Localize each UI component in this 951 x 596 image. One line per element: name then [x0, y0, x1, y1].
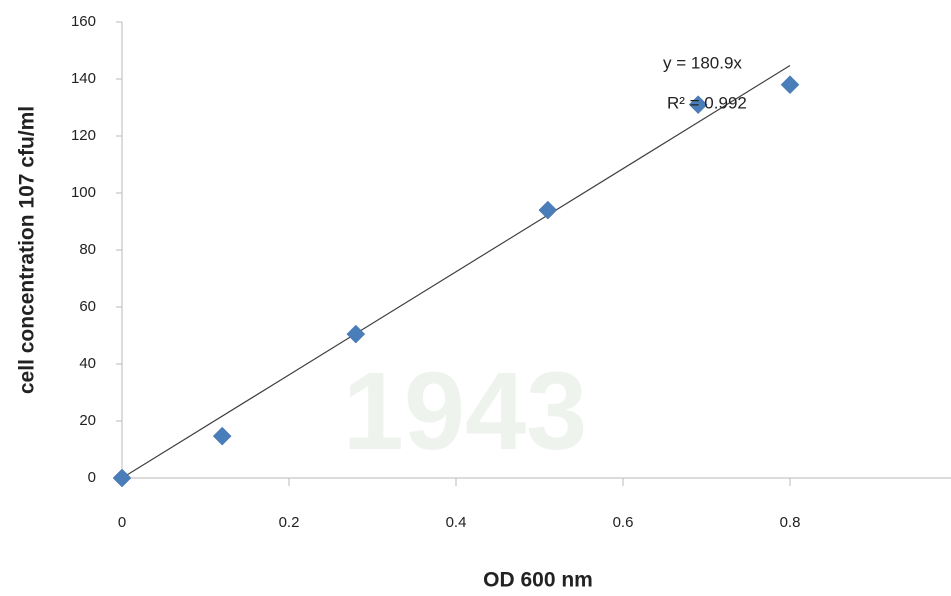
watermark: 1943	[343, 350, 588, 473]
data-point	[539, 201, 557, 219]
y-tick-label: 60	[79, 298, 96, 315]
data-point	[213, 427, 231, 445]
y-tick-label: 120	[71, 127, 96, 144]
chart: 1943 OD 600 nm cell concentration 107 cf…	[0, 0, 951, 596]
y-tick-label: 0	[88, 469, 96, 486]
y-axis-label: cell concentration 107 cfu/ml	[16, 106, 39, 394]
x-tick-label: 0.6	[613, 514, 634, 531]
x-tick-label: 0.4	[446, 514, 467, 531]
x-tick-label: 0.2	[279, 514, 300, 531]
page: 1943 OD 600 nm cell concentration 107 cf…	[0, 0, 951, 596]
data-point	[113, 469, 131, 487]
y-tick-label: 100	[71, 184, 96, 201]
y-tick-label: 160	[71, 13, 96, 30]
data-point	[347, 325, 365, 343]
x-tick-label: 0	[118, 514, 126, 531]
y-tick-label: 140	[71, 70, 96, 87]
x-axis-label: OD 600 nm	[483, 569, 593, 592]
data-point	[781, 76, 799, 94]
y-tick-label: 40	[79, 355, 96, 372]
trendline-r-squared: R² = 0.992	[667, 93, 747, 112]
trendline-equation: y = 180.9x	[663, 53, 742, 72]
x-tick-label: 0.8	[780, 514, 801, 531]
y-tick-label: 20	[79, 412, 96, 429]
y-tick-label: 80	[79, 241, 96, 258]
